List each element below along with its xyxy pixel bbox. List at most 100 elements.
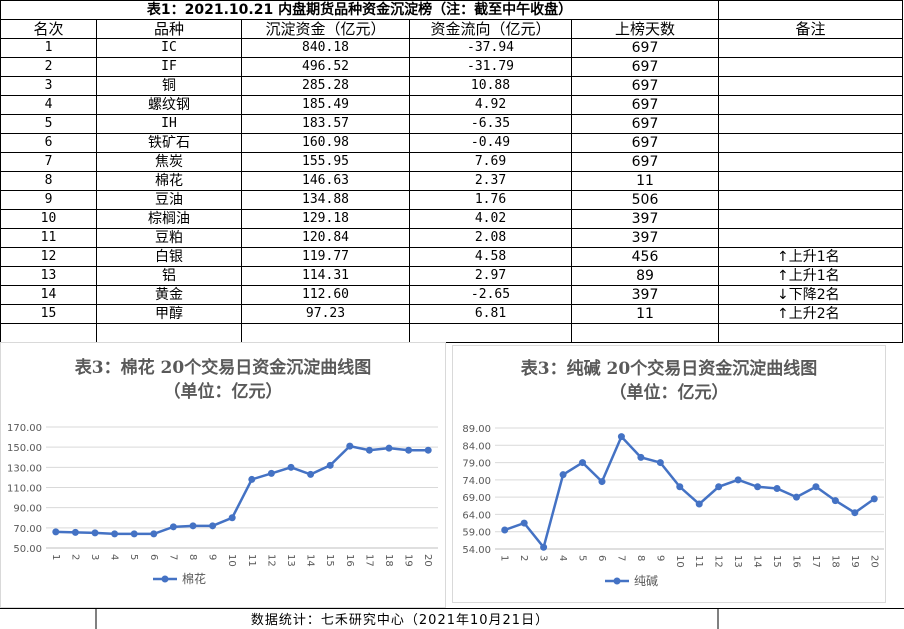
data-point[interactable] bbox=[248, 475, 256, 483]
note-cell bbox=[718, 190, 903, 210]
data-point[interactable] bbox=[326, 461, 334, 469]
empty-cell[interactable] bbox=[718, 323, 903, 343]
y-tick-label: 150.00 bbox=[7, 443, 42, 454]
data-point[interactable] bbox=[287, 463, 295, 471]
series-line bbox=[55, 444, 429, 536]
flow-cell: 4.58 bbox=[409, 247, 572, 267]
footer-source: 数据统计：七禾研究中心（2021年10月21日） bbox=[250, 613, 550, 628]
data-point[interactable] bbox=[520, 519, 528, 527]
table-row[interactable]: 8 棉花 146.63 2.37 11 bbox=[0, 171, 903, 191]
table-row[interactable]: 9 豆油 134.88 1.76 506 bbox=[0, 190, 903, 210]
note-cell: ↓下降2名 bbox=[718, 285, 903, 305]
table-row[interactable]: 7 焦炭 155.95 7.69 697 bbox=[0, 152, 903, 172]
header-note: 备注 bbox=[718, 19, 903, 39]
table-row[interactable]: 15 甲醇 97.23 6.81 11 ↑上升2名 bbox=[0, 304, 903, 324]
data-point[interactable] bbox=[598, 478, 606, 486]
data-point[interactable] bbox=[792, 493, 800, 501]
empty-cell[interactable] bbox=[96, 323, 242, 343]
empty-cell[interactable] bbox=[718, 0, 903, 20]
days-cell: 397 bbox=[571, 228, 719, 248]
data-point[interactable] bbox=[150, 530, 158, 538]
capital-cell: 97.23 bbox=[241, 304, 410, 324]
data-point[interactable] bbox=[130, 530, 138, 538]
data-point[interactable] bbox=[540, 543, 548, 551]
y-tick-label: 54.00 bbox=[462, 545, 491, 556]
data-point[interactable] bbox=[385, 444, 393, 452]
soda-ash-chart[interactable]: 表3：纯碱 20个交易日资金沉淀曲线图 （单位：亿元） 54.00 59.00 64… bbox=[452, 345, 886, 603]
note-cell bbox=[718, 38, 903, 58]
empty-row[interactable] bbox=[0, 323, 903, 343]
x-tick-label: 2 bbox=[69, 554, 80, 560]
x-tick-label: 19 bbox=[849, 555, 860, 568]
data-point[interactable] bbox=[754, 483, 762, 491]
table-row[interactable]: 2 IF 496.52 -31.79 697 bbox=[0, 57, 903, 77]
table-row[interactable]: 4 螺纹钢 185.49 4.92 697 bbox=[0, 95, 903, 115]
data-point[interactable] bbox=[424, 446, 432, 454]
data-point[interactable] bbox=[579, 459, 587, 467]
empty-cell[interactable] bbox=[241, 323, 410, 343]
data-point[interactable] bbox=[91, 529, 99, 537]
data-point[interactable] bbox=[501, 526, 509, 534]
data-point[interactable] bbox=[617, 433, 625, 441]
table-row[interactable]: 11 豆粕 120.84 2.08 397 bbox=[0, 228, 903, 248]
data-point[interactable] bbox=[52, 528, 60, 536]
data-point[interactable] bbox=[365, 446, 373, 454]
table-row[interactable]: 5 IH 183.57 -6.35 697 bbox=[0, 114, 903, 134]
data-point[interactable] bbox=[870, 495, 878, 503]
table-row[interactable]: 1 IC 840.18 -37.94 697 bbox=[0, 38, 903, 58]
y-tick-label: 70.00 bbox=[13, 524, 42, 535]
note-cell bbox=[718, 76, 903, 96]
soda-ash-line-chart: 54.00 59.00 64.00 69.00 74.00 79.00 84.00 89.00… bbox=[462, 424, 884, 588]
rank-cell: 1 bbox=[0, 38, 97, 58]
cotton-chart[interactable]: 表3：棉花 20个交易日资金沉淀曲线图 （单位：亿元） 50.00 70.00 90… bbox=[0, 342, 446, 608]
data-point[interactable] bbox=[71, 528, 79, 536]
x-tick-label: 7 bbox=[615, 555, 626, 561]
data-point[interactable] bbox=[169, 523, 177, 531]
data-point[interactable] bbox=[851, 509, 859, 517]
data-point[interactable] bbox=[695, 500, 703, 508]
header-flow: 资金流向（亿元） bbox=[409, 19, 572, 39]
table-row[interactable]: 6 铁矿石 160.98 -0.49 697 bbox=[0, 133, 903, 153]
note-cell: ↑上升1名 bbox=[718, 266, 903, 286]
data-point[interactable] bbox=[346, 442, 354, 450]
table-row[interactable]: 14 黄金 112.60 -2.65 397 ↓下降2名 bbox=[0, 285, 903, 305]
data-point[interactable] bbox=[307, 470, 315, 478]
empty-cell[interactable] bbox=[0, 323, 97, 343]
table-row[interactable]: 10 棕榈油 129.18 4.02 397 bbox=[0, 209, 903, 229]
data-point[interactable] bbox=[267, 469, 275, 477]
data-point[interactable] bbox=[656, 459, 664, 467]
data-point[interactable] bbox=[189, 522, 197, 530]
empty-cell[interactable] bbox=[409, 323, 572, 343]
flow-cell: 2.97 bbox=[409, 266, 572, 286]
name-cell: IH bbox=[96, 114, 242, 134]
legend-label: 棉花 bbox=[182, 571, 206, 586]
days-cell: 397 bbox=[571, 285, 719, 305]
data-point[interactable] bbox=[111, 530, 119, 538]
data-point[interactable] bbox=[715, 483, 723, 491]
name-cell: 铝 bbox=[96, 266, 242, 286]
flow-cell: -31.79 bbox=[409, 57, 572, 77]
name-cell: 豆粕 bbox=[96, 228, 242, 248]
data-point[interactable] bbox=[734, 476, 742, 484]
note-cell bbox=[718, 57, 903, 77]
capital-cell: 146.63 bbox=[241, 171, 410, 191]
flow-cell: 2.37 bbox=[409, 171, 572, 191]
data-point[interactable] bbox=[812, 483, 820, 491]
data-point[interactable] bbox=[405, 446, 413, 454]
data-point[interactable] bbox=[209, 522, 217, 530]
data-point[interactable] bbox=[559, 471, 567, 479]
data-point[interactable] bbox=[831, 497, 839, 505]
data-point[interactable] bbox=[773, 485, 781, 492]
table-row[interactable]: 13 铝 114.31 2.97 89 ↑上升1名 bbox=[0, 266, 903, 286]
data-point[interactable] bbox=[676, 483, 684, 491]
footer: 数据统计：七禾研究中心（2021年10月21日） bbox=[0, 608, 904, 629]
data-point[interactable] bbox=[228, 514, 236, 522]
capital-cell: 114.31 bbox=[241, 266, 410, 286]
table-row[interactable]: 3 铜 285.28 10.88 697 bbox=[0, 76, 903, 96]
table-row[interactable]: 12 白银 119.77 4.58 456 ↑上升1名 bbox=[0, 247, 903, 267]
rank-cell: 4 bbox=[0, 95, 97, 115]
empty-cell[interactable] bbox=[571, 323, 719, 343]
y-tick-label: 89.00 bbox=[462, 424, 491, 435]
data-point[interactable] bbox=[637, 453, 645, 461]
